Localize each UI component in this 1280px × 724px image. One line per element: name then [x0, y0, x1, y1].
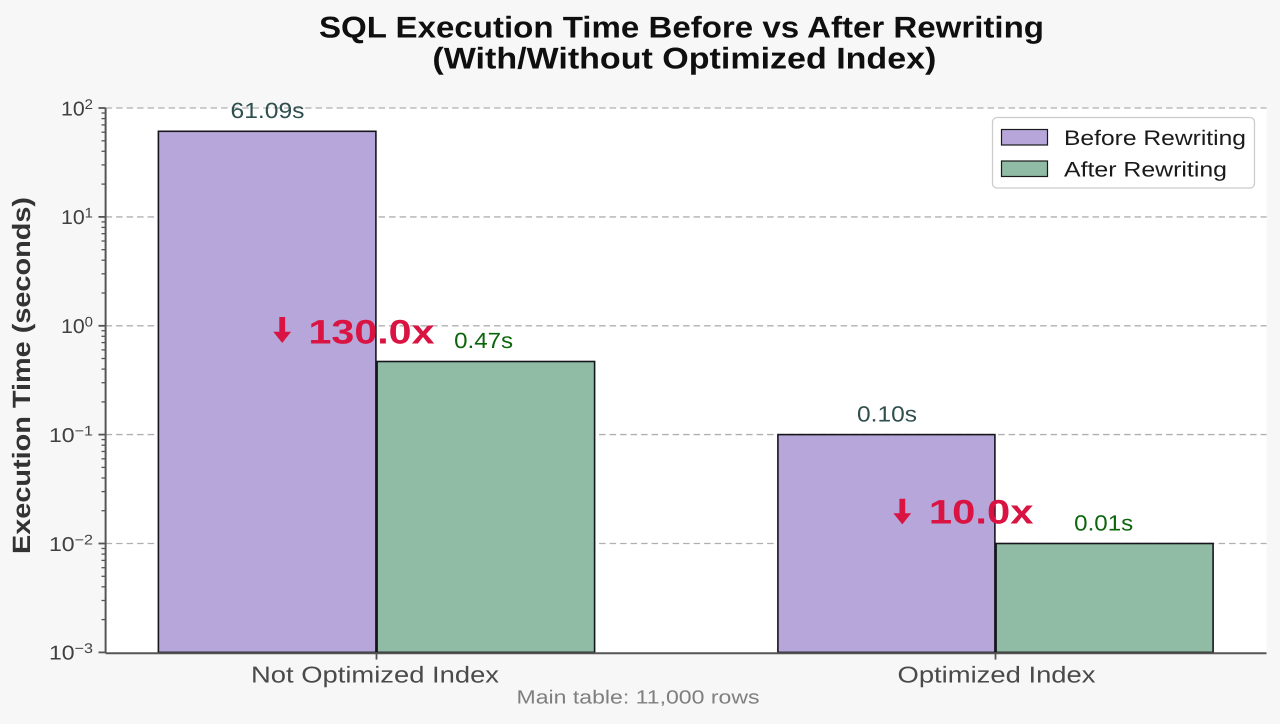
svg-text:61.09s: 61.09s: [231, 98, 305, 123]
svg-text:0.47s: 0.47s: [454, 328, 513, 353]
svg-text:Execution Time (seconds): Execution Time (seconds): [8, 197, 36, 554]
svg-text:Not Optimized Index: Not Optimized Index: [251, 662, 500, 688]
svg-text:Main table: 11,000 rows: Main table: 11,000 rows: [517, 688, 760, 709]
svg-text:Before Rewriting: Before Rewriting: [1064, 127, 1246, 150]
svg-text:(With/Without Optimized Index): (With/Without Optimized Index): [432, 42, 936, 75]
svg-text:0.01s: 0.01s: [1074, 511, 1133, 536]
svg-text:After Rewriting: After Rewriting: [1064, 159, 1227, 182]
svg-text:100: 100: [61, 314, 93, 339]
svg-text:Optimized Index: Optimized Index: [898, 662, 1097, 688]
svg-text:SQL Execution Time Before vs A: SQL Execution Time Before vs After Rewri…: [319, 12, 1044, 45]
svg-text:130.0x: 130.0x: [309, 313, 435, 351]
svg-text:0.10s: 0.10s: [857, 402, 917, 427]
svg-text:10.0x: 10.0x: [929, 494, 1034, 532]
